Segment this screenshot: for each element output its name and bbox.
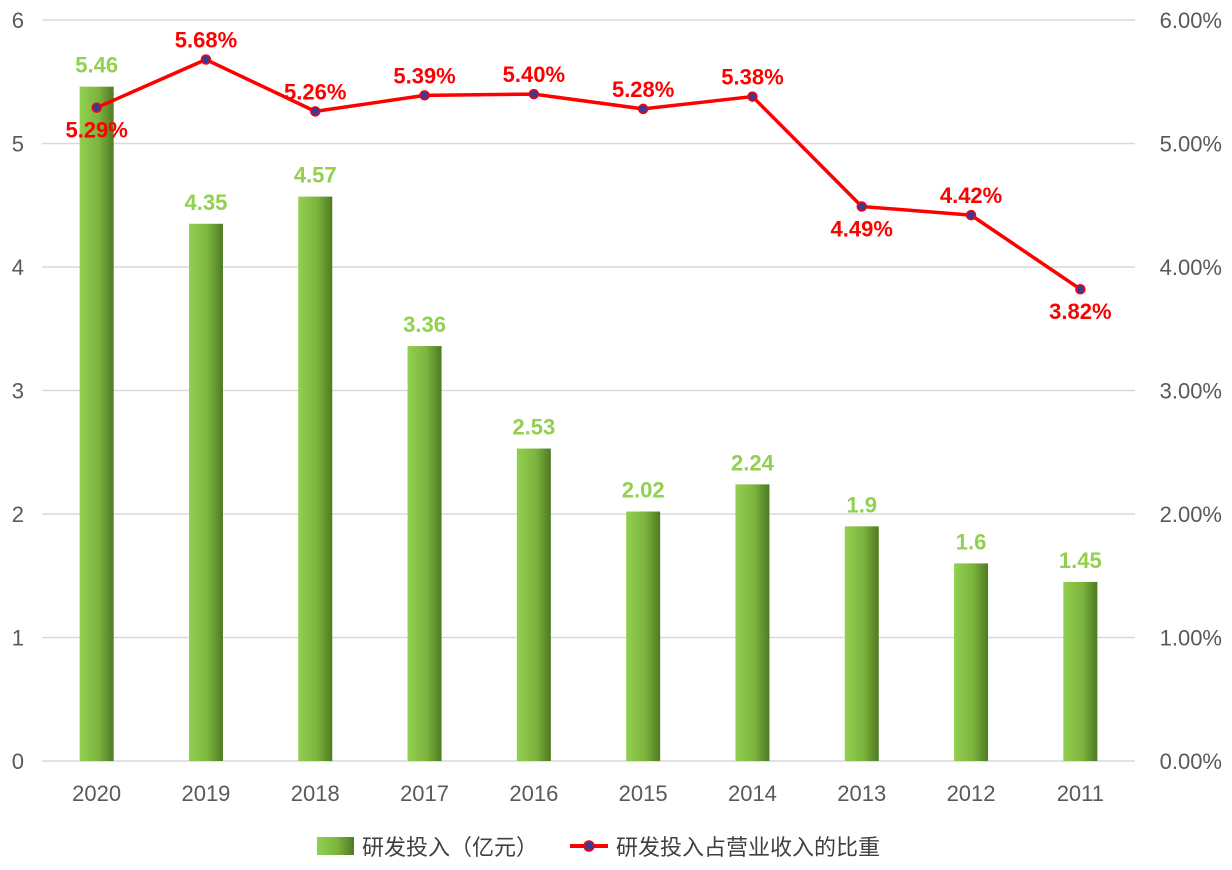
line-point bbox=[637, 103, 649, 115]
bar-data-label: 2.02 bbox=[622, 478, 665, 503]
bar bbox=[844, 526, 879, 761]
right-tick-label: 6.00% bbox=[1160, 8, 1222, 33]
bar-data-label: 4.35 bbox=[185, 190, 228, 215]
x-axis: 2020 2019 2018 2017 2016 2015 2014 2013 2012 2011 bbox=[72, 781, 1104, 806]
line-point bbox=[419, 90, 430, 101]
x-tick-label: 2015 bbox=[619, 781, 668, 806]
x-tick-label: 2011 bbox=[1057, 781, 1104, 806]
left-tick-label: 2 bbox=[12, 502, 24, 527]
line-point bbox=[528, 88, 540, 100]
x-tick-label: 2020 bbox=[72, 781, 121, 806]
line-point bbox=[310, 106, 321, 117]
bar bbox=[516, 448, 551, 761]
line-data-label: 5.29% bbox=[65, 118, 127, 143]
left-tick-label: 0 bbox=[12, 749, 24, 774]
line-data-label: 4.42% bbox=[940, 183, 1002, 208]
line-point bbox=[747, 91, 758, 102]
right-tick-label: 3.00% bbox=[1160, 379, 1222, 404]
bar bbox=[954, 563, 989, 761]
bar-data-label: 1.6 bbox=[956, 529, 987, 554]
line-point bbox=[1075, 283, 1086, 295]
line-data-label: 5.28% bbox=[612, 77, 674, 102]
legend-line-marker bbox=[583, 840, 595, 852]
bar-series: 5.46 4.35 4.57 3.36 2.53 2.02 2.24 1.9 1.6 1.45 bbox=[75, 53, 1102, 762]
x-tick-label: 2017 bbox=[400, 781, 449, 806]
left-tick-label: 4 bbox=[12, 255, 24, 280]
bar-data-label: 4.57 bbox=[294, 163, 337, 188]
x-tick-label: 2019 bbox=[181, 781, 230, 806]
line-point bbox=[91, 102, 102, 113]
bar-data-label: 2.53 bbox=[512, 415, 555, 440]
x-tick-label: 2016 bbox=[509, 781, 558, 806]
line-data-label: 5.38% bbox=[721, 65, 783, 90]
bar-data-label: 5.46 bbox=[75, 53, 118, 78]
bar bbox=[735, 484, 770, 761]
line-data-label: 4.49% bbox=[831, 216, 893, 241]
right-axis: 0.00% 1.00% 2.00% 3.00% 4.00% 5.00% 6.00% bbox=[1160, 8, 1222, 774]
right-tick-label: 5.00% bbox=[1160, 132, 1222, 157]
bar-data-label: 1.9 bbox=[846, 492, 877, 517]
line-series: 5.29% 5.68% 5.26% 5.39% 5.40% 5.28% 5.38% 4.49%… bbox=[65, 28, 1111, 325]
bar-data-label: 1.45 bbox=[1059, 548, 1102, 573]
x-tick-label: 2012 bbox=[947, 781, 996, 806]
bar bbox=[407, 346, 442, 761]
line-point bbox=[965, 209, 977, 221]
bar bbox=[298, 196, 333, 762]
legend: 研发投入（亿元） 研发投入占营业收入的比重 bbox=[317, 836, 880, 861]
bar bbox=[79, 86, 114, 761]
line-data-label: 5.68% bbox=[175, 28, 237, 53]
right-tick-label: 1.00% bbox=[1160, 626, 1222, 651]
line-data-label: 3.82% bbox=[1049, 299, 1111, 324]
line-point bbox=[200, 54, 212, 65]
left-tick-label: 6 bbox=[12, 8, 24, 33]
left-tick-label: 5 bbox=[12, 132, 24, 157]
bar bbox=[1063, 581, 1098, 761]
bar-data-label: 3.36 bbox=[403, 312, 446, 337]
legend-bar-label: 研发投入（亿元） bbox=[362, 836, 538, 861]
legend-line-label: 研发投入占营业收入的比重 bbox=[616, 836, 880, 861]
right-tick-label: 0.00% bbox=[1160, 749, 1222, 774]
right-tick-label: 4.00% bbox=[1160, 255, 1222, 280]
bar bbox=[188, 223, 223, 761]
x-tick-label: 2013 bbox=[837, 781, 886, 806]
bar-data-label: 2.24 bbox=[731, 450, 775, 475]
line-data-label: 5.26% bbox=[284, 79, 346, 104]
gridlines bbox=[42, 19, 1135, 762]
left-tick-label: 1 bbox=[12, 626, 24, 651]
line-point bbox=[856, 201, 867, 212]
bar bbox=[626, 511, 661, 761]
x-tick-label: 2018 bbox=[291, 781, 340, 806]
left-tick-label: 3 bbox=[12, 379, 24, 404]
series-line bbox=[95, 57, 1082, 291]
line-data-label: 5.40% bbox=[503, 62, 565, 87]
right-tick-label: 2.00% bbox=[1160, 502, 1222, 527]
left-axis: 0 1 2 3 4 5 6 bbox=[12, 8, 24, 774]
x-tick-label: 2014 bbox=[728, 781, 777, 806]
legend-bar-swatch bbox=[317, 837, 354, 855]
line-data-label: 5.39% bbox=[393, 63, 455, 88]
